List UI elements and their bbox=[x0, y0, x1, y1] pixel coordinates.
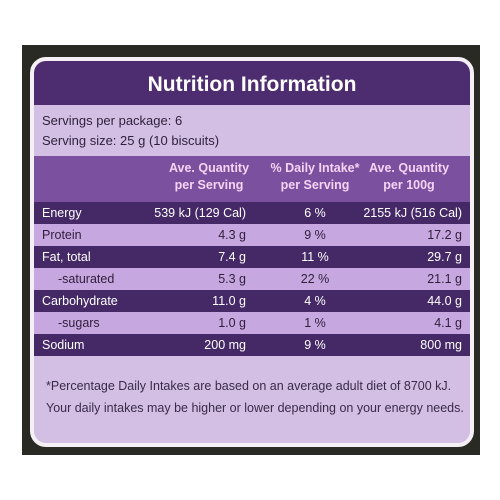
column-header: Ave. Quantity per 100g bbox=[354, 160, 464, 194]
nutrient-name: -sugars bbox=[58, 316, 100, 330]
per-serving: 539 kJ (129 Cal) bbox=[154, 206, 246, 220]
per-100g: 21.1 g bbox=[427, 272, 462, 286]
per-serving: 7.4 g bbox=[218, 250, 246, 264]
daily-intake: 9 % bbox=[304, 338, 326, 352]
per-100g: 2155 kJ (516 Cal) bbox=[363, 206, 462, 220]
column-header: % Daily Intake* per Serving bbox=[260, 160, 370, 194]
column-header-line: per Serving bbox=[280, 178, 350, 192]
table-row: -sugars 1.0 g 1 % 4.1 g bbox=[34, 312, 470, 334]
nutrient-name: -saturated bbox=[58, 272, 115, 286]
daily-intake: 4 % bbox=[304, 294, 326, 308]
per-serving: 11.0 g bbox=[212, 294, 246, 308]
column-header-line: per Serving bbox=[174, 178, 244, 192]
nutrient-name: Fat, total bbox=[42, 250, 91, 264]
daily-intake: 11 % bbox=[301, 250, 329, 264]
daily-intake: 6 % bbox=[304, 206, 326, 220]
per-100g: 800 mg bbox=[420, 338, 462, 352]
serving-size: Serving size: 25 g (10 biscuits) bbox=[42, 133, 220, 148]
per-100g: 17.2 g bbox=[427, 228, 462, 242]
daily-intake: 9 % bbox=[304, 228, 326, 242]
per-serving: 5.3 g bbox=[218, 272, 246, 286]
table-row: Fat, total 7.4 g 11 % 29.7 g bbox=[34, 246, 470, 268]
nutrient-name: Energy bbox=[42, 206, 82, 220]
nutrient-name: Protein bbox=[42, 228, 82, 242]
column-header-line: Ave. Quantity bbox=[368, 161, 450, 175]
table-row: -saturated 5.3 g 22 % 21.1 g bbox=[34, 268, 470, 290]
per-serving: 4.3 g bbox=[218, 228, 246, 242]
column-header-line: per 100g bbox=[383, 178, 435, 192]
per-serving: 200 mg bbox=[204, 338, 246, 352]
column-header-line: Ave. Quantity bbox=[168, 161, 250, 175]
servings-per-package: Servings per package: 6 bbox=[42, 113, 183, 128]
table-header: Ave. Quantity per Serving % Daily Intake* p… bbox=[34, 156, 470, 202]
table-row: Carbohydrate 11.0 g 4 % 44.0 g bbox=[34, 290, 470, 312]
nutrient-name: Carbohydrate bbox=[42, 294, 118, 308]
title: Nutrition Information bbox=[34, 61, 470, 105]
table-row: Energy 539 kJ (129 Cal) 6 % 2155 kJ (516 Ca… bbox=[34, 202, 470, 224]
table-row: Protein 4.3 g 9 % 17.2 g bbox=[34, 224, 470, 246]
per-100g: 29.7 g bbox=[427, 250, 462, 264]
footnote-line: Your daily intakes may be higher or lowe… bbox=[46, 401, 464, 415]
footnote-line: *Percentage Daily Intakes are based on a… bbox=[46, 379, 452, 393]
table-row: Sodium 200 mg 9 % 800 mg bbox=[34, 334, 470, 356]
per-serving: 1.0 g bbox=[218, 316, 246, 330]
per-100g: 44.0 g bbox=[427, 294, 462, 308]
daily-intake: 22 % bbox=[300, 272, 330, 286]
nutrition-panel: Nutrition Information Servings per packa… bbox=[30, 57, 474, 447]
per-100g: 4.1 g bbox=[434, 316, 462, 330]
nutrient-name: Sodium bbox=[42, 338, 85, 352]
column-header: Ave. Quantity per Serving bbox=[154, 160, 264, 194]
column-header-line: % Daily Intake* bbox=[270, 161, 360, 175]
daily-intake: 1 % bbox=[304, 316, 326, 330]
